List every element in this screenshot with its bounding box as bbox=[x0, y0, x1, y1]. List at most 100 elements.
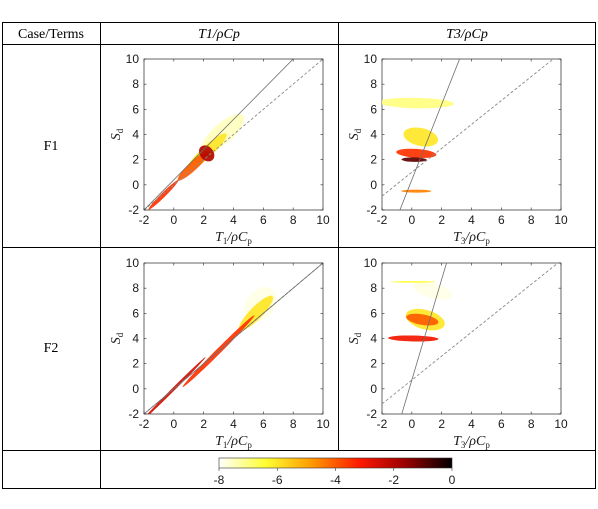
density-contour bbox=[177, 151, 209, 181]
y-tick-label: 10 bbox=[364, 256, 378, 270]
y-tick-label: 10 bbox=[364, 52, 378, 66]
x-tick-label: 10 bbox=[316, 417, 330, 431]
header-col-t3: T3/ρCp bbox=[446, 27, 488, 42]
y-tick-label: 0 bbox=[132, 382, 139, 396]
y-axis-label: Sd bbox=[347, 332, 363, 344]
density-contour bbox=[413, 281, 453, 300]
x-tick-label: 8 bbox=[528, 417, 535, 431]
x-tick-label: 0 bbox=[170, 417, 177, 431]
y-tick-label: 6 bbox=[132, 306, 139, 320]
x-tick-label: 0 bbox=[170, 213, 177, 227]
colorbar: -8 -6 -4 -2 0 bbox=[214, 457, 456, 487]
density-contour bbox=[388, 335, 439, 342]
y-axis-label: Sd bbox=[109, 128, 125, 140]
header-case-terms: Case/Terms bbox=[18, 27, 84, 42]
x-tick-label: 10 bbox=[554, 213, 568, 227]
y-tick-label: 6 bbox=[370, 306, 377, 320]
x-tick-label: 4 bbox=[230, 213, 237, 227]
colorbar-tick-label: -4 bbox=[330, 473, 341, 487]
y-tick-label: 10 bbox=[126, 52, 140, 66]
y-tick-label: -2 bbox=[366, 203, 377, 217]
x-tick-label: 6 bbox=[260, 213, 267, 227]
x-tick-label: 10 bbox=[316, 213, 330, 227]
plot-f2-t3: -2 0 2 4 6 8 10 -2 0 2 4 6 8 10 T3/ρCp Sd bbox=[347, 256, 568, 450]
y-tick-label: -2 bbox=[128, 203, 139, 217]
x-tick-label: 0 bbox=[408, 213, 415, 227]
density-contour bbox=[198, 145, 215, 162]
y-tick-label: 6 bbox=[132, 102, 139, 116]
x-tick-label: 2 bbox=[438, 417, 445, 431]
plot-area bbox=[144, 59, 323, 210]
density-contour bbox=[396, 148, 437, 159]
plot-area bbox=[144, 263, 323, 414]
x-tick-label: 6 bbox=[498, 417, 505, 431]
y-tick-label: 0 bbox=[370, 382, 377, 396]
x-tick-label: 10 bbox=[554, 417, 568, 431]
reference-line-solid bbox=[399, 59, 460, 210]
plot-f1-t1: -2 0 2 4 6 8 10 -2 0 2 4 6 8 10 T1/ρCp Sd bbox=[109, 52, 330, 246]
x-axis-label: T1/ρCp bbox=[215, 230, 252, 246]
x-tick-label: 8 bbox=[528, 213, 535, 227]
colorbar-tick-label: -6 bbox=[272, 473, 283, 487]
reference-line-solid bbox=[144, 263, 323, 414]
y-axis-label: Sd bbox=[347, 128, 363, 140]
reference-line-solid bbox=[401, 263, 447, 414]
reference-line-dashed bbox=[144, 59, 323, 210]
colorbar-tick-label: -8 bbox=[214, 473, 225, 487]
plot-area bbox=[382, 59, 554, 210]
y-tick-label: -2 bbox=[128, 407, 139, 421]
y-tick-label: 0 bbox=[370, 178, 377, 192]
x-tick-label: -2 bbox=[377, 417, 388, 431]
y-tick-label: 8 bbox=[370, 281, 377, 295]
y-tick-label: 8 bbox=[132, 77, 139, 91]
x-axis-label: T1/ρCp bbox=[215, 434, 252, 450]
reference-line-dashed bbox=[382, 263, 559, 405]
density-contour bbox=[401, 189, 432, 193]
x-axis-label: T3/ρCp bbox=[453, 434, 490, 450]
y-tick-label: 2 bbox=[132, 357, 139, 371]
x-tick-label: -2 bbox=[139, 417, 150, 431]
reference-line-solid bbox=[144, 59, 294, 210]
plot-area bbox=[382, 263, 559, 414]
x-tick-label: 8 bbox=[290, 213, 297, 227]
y-tick-label: 4 bbox=[132, 332, 139, 346]
x-tick-label: 6 bbox=[498, 213, 505, 227]
plot-f1-t3: -2 0 2 4 6 8 10 -2 0 2 4 6 8 10 T3/ρCp Sd bbox=[347, 52, 568, 246]
y-tick-label: 10 bbox=[126, 256, 140, 270]
plot-f2-t1: -2 0 2 4 6 8 10 -2 0 2 4 6 8 10 T1/ρCp Sd bbox=[109, 256, 330, 450]
y-tick-label: 2 bbox=[370, 153, 377, 167]
y-tick-label: -2 bbox=[366, 407, 377, 421]
x-tick-label: -2 bbox=[377, 213, 388, 227]
y-tick-label: 4 bbox=[132, 128, 139, 142]
y-axis-label: Sd bbox=[109, 332, 125, 344]
y-tick-label: 2 bbox=[132, 153, 139, 167]
x-tick-label: 2 bbox=[438, 213, 445, 227]
x-tick-label: 2 bbox=[200, 213, 207, 227]
reference-line-dashed bbox=[382, 59, 554, 197]
x-tick-label: -2 bbox=[139, 213, 150, 227]
x-tick-label: 6 bbox=[260, 417, 267, 431]
colorbar-tick-label: 0 bbox=[449, 473, 456, 487]
density-contour bbox=[382, 97, 455, 109]
x-tick-label: 0 bbox=[408, 417, 415, 431]
density-contour bbox=[403, 127, 439, 147]
x-axis-label: T3/ρCp bbox=[453, 230, 490, 246]
header-col-t1: T1/ρCp bbox=[198, 27, 240, 42]
y-tick-label: 8 bbox=[132, 281, 139, 295]
x-tick-label: 4 bbox=[468, 213, 475, 227]
y-tick-label: 8 bbox=[370, 77, 377, 91]
y-tick-label: 4 bbox=[370, 128, 377, 142]
colorbar-tick-label: -2 bbox=[388, 473, 399, 487]
y-tick-label: 6 bbox=[370, 102, 377, 116]
x-tick-label: 8 bbox=[290, 417, 297, 431]
x-tick-label: 2 bbox=[200, 417, 207, 431]
table-grid bbox=[2, 22, 596, 489]
row-label-f2: F2 bbox=[44, 341, 59, 356]
colorbar-bar bbox=[218, 457, 453, 469]
y-tick-label: 0 bbox=[132, 178, 139, 192]
row-label-f1: F1 bbox=[44, 139, 59, 154]
colorbar-ticks: -8 -6 -4 -2 0 bbox=[214, 468, 456, 487]
y-tick-label: 2 bbox=[370, 357, 377, 371]
density-contour bbox=[390, 280, 436, 283]
